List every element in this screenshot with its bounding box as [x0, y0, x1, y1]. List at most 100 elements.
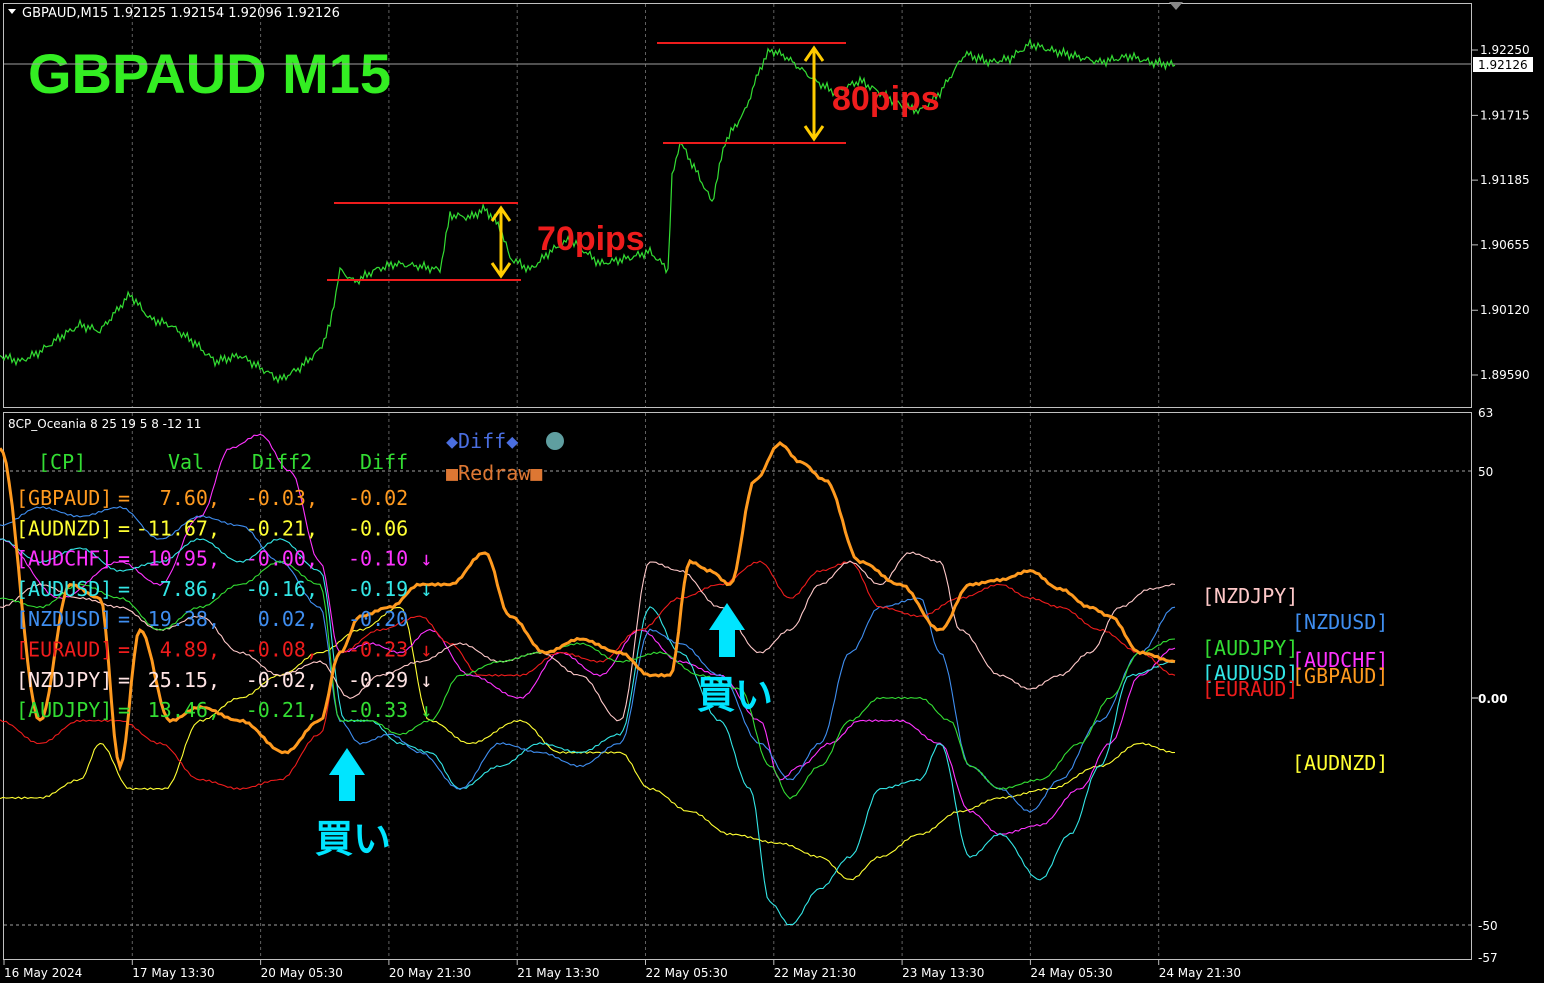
current-price-box — [1473, 57, 1533, 72]
buy-label-2: 買い — [697, 675, 773, 717]
series-line-euraud — [0, 560, 1176, 791]
table-cell-val: 7.86, — [160, 577, 220, 601]
time-tick-label: 24 May 05:30 — [1030, 966, 1112, 980]
series-line-nzdjpy — [0, 551, 1176, 722]
pips80-label: 80pips — [832, 80, 940, 118]
table-cell-pair: [NZDJPY] — [16, 668, 112, 692]
price-axis: 1.92250 1.91715 1.91185 1.90655 1.90120 1.895… — [1472, 43, 1530, 382]
table-cell-pair: [NZDUSD] — [16, 607, 112, 631]
table-cell-val: 25.15, — [148, 668, 220, 692]
table-cell-diff2: 0.02, — [258, 607, 318, 631]
indicator-panel-frame — [3, 412, 1472, 960]
table-cell-diff2: -0.03, — [246, 486, 318, 510]
end-label-audusd: [AUDUSD] — [1202, 661, 1298, 685]
series-line-audjpy — [0, 560, 1176, 800]
buy-arrow-1-icon — [329, 748, 365, 801]
table-cell-diff: -0.06 — [348, 516, 408, 540]
series-end-labels: [NZDJPY][NZDUSD][AUDJPY][AUDCHF][AUDUSD]… — [1202, 584, 1388, 775]
end-label-euraud: [EURAUD] — [1202, 677, 1298, 701]
table-cell-diff: -0.29 ↓ — [348, 668, 432, 692]
table-row: [AUDJPY] = 13.46, -0.21, -0.33 ↓ — [16, 698, 432, 722]
series-line-gbpaud — [0, 441, 1176, 772]
time-tick-label: 24 May 21:30 — [1159, 966, 1241, 980]
price-series-line — [0, 37, 1176, 385]
table-header-val: Val — [168, 450, 204, 474]
time-tick-label: 20 May 05:30 — [261, 966, 343, 980]
table-cell-diff2: -0.00, — [246, 547, 318, 571]
table-cell-pair: [AUDNZD] — [16, 516, 112, 540]
pips70-double-arrow — [490, 205, 512, 279]
end-label-nzdusd: [NZDUSD] — [1292, 610, 1388, 634]
series-line-audchf — [0, 433, 1176, 835]
indicator-axis: 63 50 0.00 -50 -57 — [1472, 406, 1508, 965]
status-dot-icon — [546, 432, 564, 450]
pips80-double-arrow — [803, 45, 825, 142]
table-cell-diff2: -0.02, — [246, 668, 318, 692]
table-cell-pair: [AUDCHF] — [16, 547, 112, 571]
shift-marker-icon[interactable] — [1169, 2, 1183, 10]
table-cell-eq: = — [118, 516, 130, 540]
grid-lines — [4, 4, 1472, 959]
table-cell-diff: -0.23 ↓ — [348, 638, 432, 662]
table-cell-diff2: -0.16, — [246, 577, 318, 601]
table-cell-pair: [AUDUSD] — [16, 577, 112, 601]
table-row: [NZDJPY] = 25.15, -0.02, -0.29 ↓ — [16, 668, 432, 692]
table-cell-val: 13.46, — [148, 698, 220, 722]
time-tick-label: 22 May 05:30 — [646, 966, 728, 980]
price-panel-frame — [3, 3, 1472, 408]
series-line-audusd — [0, 538, 1176, 926]
table-header-cp: [CP] — [38, 450, 86, 474]
table-cell-pair: [EURAUD] — [16, 638, 112, 662]
end-label-audchf: [AUDCHF] — [1292, 648, 1388, 672]
table-row: [EURAUD] = 4.89, -0.08, -0.23 ↓ — [16, 638, 432, 662]
table-cell-eq: = — [118, 698, 130, 722]
table-cell-val: 4.89, — [160, 638, 220, 662]
diff-button[interactable]: ◆Diff◆ — [446, 429, 518, 453]
current-price-label: 1.92126 — [1478, 58, 1528, 72]
chart-menu-arrow-icon[interactable] — [8, 9, 16, 14]
buy-arrow-2-icon — [709, 603, 745, 657]
table-cell-pair: [AUDJPY] — [16, 698, 112, 722]
end-label-nzdjpy: [NZDJPY] — [1202, 584, 1298, 608]
table-row: [AUDNZD] = -11.67, -0.21, -0.06 — [16, 516, 408, 540]
price-tick-label: 1.92250 — [1480, 43, 1530, 57]
table-cell-pair: [GBPAUD] — [16, 486, 112, 510]
indicator-tick-label: 50 — [1478, 465, 1493, 479]
price-tick-label: 1.90655 — [1480, 238, 1530, 252]
table-cell-diff: -0.02 — [348, 486, 408, 510]
table-cell-val: 7.60, — [160, 486, 220, 510]
symbol-info: GBPAUD,M15 1.92125 1.92154 1.92096 1.921… — [22, 6, 340, 21]
table-cell-diff: -0.19 ↓ — [348, 577, 432, 601]
table-row: [AUDUSD] = 7.86, -0.16, -0.19 ↓ — [16, 577, 432, 601]
buy-label-1: 買い — [315, 819, 391, 861]
table-cell-val: 19.38, — [148, 607, 220, 631]
table-cell-eq: = — [118, 577, 130, 601]
redraw-button[interactable]: ■Redraw■ — [446, 461, 542, 485]
price-tick-label: 1.89590 — [1480, 368, 1530, 382]
indicator-tick-label: 63 — [1478, 406, 1493, 420]
table-cell-diff: -0.33 ↓ — [348, 698, 432, 722]
time-tick-label: 21 May 13:30 — [517, 966, 599, 980]
table-cell-eq: = — [118, 547, 130, 571]
end-label-audjpy: [AUDJPY] — [1202, 636, 1298, 660]
table-cell-eq: = — [118, 607, 130, 631]
time-tick-label: 23 May 13:30 — [902, 966, 984, 980]
table-cell-eq: = — [118, 638, 130, 662]
indicator-series-lines — [0, 433, 1176, 926]
price-tick-label: 1.91185 — [1480, 173, 1530, 187]
currency-pair-table: [CP] Val Diff2 Diff [GBPAUD] = 7.60, -0.03,… — [16, 450, 432, 722]
indicator-tick-label: -50 — [1478, 919, 1498, 933]
time-tick-label: 20 May 21:30 — [389, 966, 471, 980]
table-header-diff: Diff — [360, 450, 408, 474]
table-cell-val: -11.67, — [136, 516, 220, 540]
time-tick-label: 22 May 21:30 — [774, 966, 856, 980]
table-cell-diff2: -0.08, — [246, 638, 318, 662]
big-title: GBPAUD M15 — [28, 42, 391, 105]
table-row: [GBPAUD] = 7.60, -0.03, -0.02 — [16, 486, 408, 510]
indicator-name: 8CP_Oceania 8 25 19 5 8 -12 11 — [8, 417, 201, 431]
time-axis: 16 May 2024 17 May 13:30 20 May 05:30 20 Ma… — [3, 960, 1241, 980]
price-tick-label: 1.90120 — [1480, 303, 1530, 317]
table-cell-eq: = — [118, 668, 130, 692]
indicator-tick-label: -57 — [1478, 951, 1498, 965]
